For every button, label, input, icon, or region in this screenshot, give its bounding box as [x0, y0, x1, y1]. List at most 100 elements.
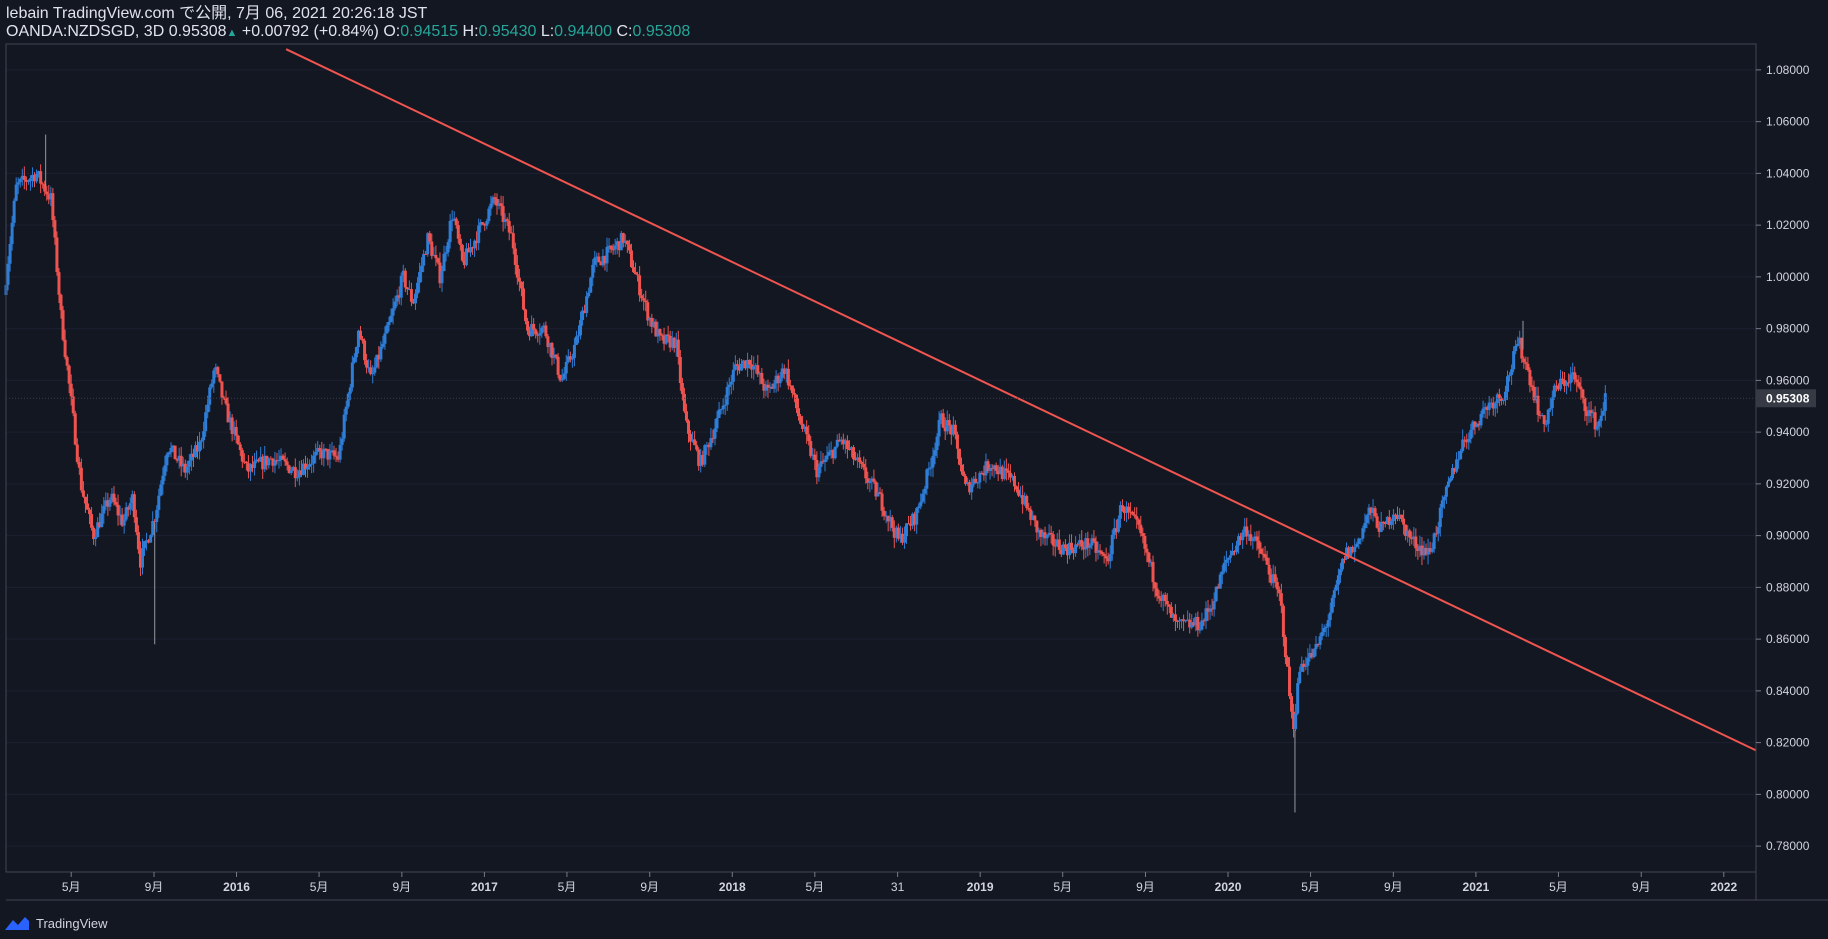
- candle-body: [85, 503, 89, 510]
- last-price-badge: [1756, 389, 1816, 408]
- price-tick-label: 0.78000: [1766, 839, 1810, 853]
- candle-body: [978, 472, 982, 483]
- candle-body: [1432, 533, 1436, 550]
- candle-body: [100, 513, 104, 528]
- candle-body: [393, 301, 397, 309]
- candle-body: [67, 365, 71, 384]
- candle-body: [1222, 562, 1226, 572]
- candle-body: [43, 184, 47, 192]
- candle-body: [905, 523, 909, 537]
- candle-body: [894, 527, 898, 538]
- candle-body: [888, 517, 892, 522]
- candle-body: [623, 240, 627, 243]
- candle-body: [957, 448, 961, 465]
- price-axis[interactable]: 1.08000 1.06000 1.04000 1.02000 1.00000 0.980…: [1756, 63, 1810, 853]
- candle-body: [6, 263, 10, 285]
- candle-body: [481, 222, 485, 224]
- candle-body: [326, 449, 330, 460]
- candle-body: [420, 265, 424, 273]
- candle-body: [479, 222, 483, 226]
- candle-body: [1446, 481, 1450, 487]
- candle-body: [1558, 378, 1562, 390]
- candle-body: [354, 347, 358, 358]
- candle-body: [691, 439, 695, 442]
- candle-body: [1471, 421, 1475, 430]
- candle-body: [255, 459, 259, 462]
- candle-body: [289, 470, 293, 474]
- trend-line[interactable]: [285, 48, 1757, 752]
- candle-body: [917, 506, 921, 509]
- candle-body: [173, 445, 177, 460]
- candle-body: [833, 446, 837, 459]
- symbol-name[interactable]: OANDA:NZDSGD, 3D: [6, 23, 165, 40]
- candle-body: [322, 448, 326, 459]
- time-axis[interactable]: 5月 9月 2016 5月 9月 2017 5月 9月 2018 5月 31 2019 5月 9月 2020…: [62, 872, 1738, 894]
- candle-body: [442, 253, 446, 272]
- candle-body: [858, 457, 862, 463]
- candle-body: [579, 320, 583, 336]
- symbol-legend[interactable]: OANDA:NZDSGD, 3D 0.95308▲ +0.00792 (+0.8…: [6, 23, 690, 41]
- candle-body: [1518, 337, 1522, 344]
- candle-body: [208, 387, 212, 405]
- price-tick-label: 1.02000: [1766, 218, 1810, 232]
- price-grid-line: [6, 69, 1756, 847]
- candle-body: [450, 219, 454, 221]
- candle-body: [240, 450, 244, 462]
- candle-body: [151, 521, 155, 536]
- candle-body: [244, 461, 248, 464]
- candle-body: [974, 478, 978, 483]
- candle-body: [715, 417, 719, 429]
- price-tick-label: 1.08000: [1766, 63, 1810, 77]
- candle-body: [167, 452, 171, 455]
- candle-body: [576, 335, 580, 337]
- candle-body: [935, 436, 939, 451]
- candle-body: [14, 184, 18, 201]
- candle-body: [609, 245, 613, 250]
- candle-body: [1371, 508, 1375, 513]
- candle-body: [782, 368, 786, 375]
- candle-body: [33, 174, 37, 182]
- candle-body: [1086, 538, 1090, 548]
- time-tick-label: 5月: [62, 880, 81, 894]
- candle-body: [1389, 521, 1393, 525]
- candle-body: [454, 218, 458, 226]
- candle-body: [35, 173, 39, 182]
- candle-body: [650, 317, 654, 327]
- up-arrow-icon: ▲: [226, 27, 238, 39]
- candle-body: [766, 384, 770, 388]
- candle-body: [104, 500, 108, 506]
- candle-body: [216, 367, 220, 375]
- candle-body: [369, 367, 373, 375]
- candle-body: [1601, 410, 1605, 416]
- candle-body: [1180, 619, 1184, 621]
- candle-body: [1589, 410, 1593, 413]
- footer-brand[interactable]: TradingView: [4, 915, 108, 931]
- candle-body: [59, 294, 63, 311]
- candle-body: [945, 420, 949, 432]
- candle-body: [1512, 351, 1516, 370]
- candle-body: [744, 360, 748, 369]
- candle-body: [1269, 574, 1273, 584]
- candle-body: [693, 439, 697, 446]
- candle-body: [760, 373, 764, 384]
- candle-body: [1273, 574, 1277, 582]
- candle-body: [189, 453, 193, 461]
- candle-body: [884, 515, 888, 517]
- candle-body: [1593, 412, 1597, 430]
- candle-body: [1210, 608, 1214, 610]
- candle-body: [856, 457, 860, 460]
- candle-body: [177, 455, 181, 461]
- candle-body: [1271, 574, 1275, 584]
- candle-body: [1300, 663, 1304, 672]
- candle-body: [1033, 515, 1037, 521]
- candle-body: [1015, 486, 1019, 490]
- candle-body: [444, 252, 448, 254]
- candle-body: [823, 459, 827, 463]
- candle-body: [788, 385, 792, 387]
- candle-body: [161, 475, 165, 485]
- candle-body: [544, 325, 548, 337]
- candle-body: [1422, 547, 1426, 556]
- candle-body: [770, 386, 774, 389]
- candle-body: [925, 469, 929, 489]
